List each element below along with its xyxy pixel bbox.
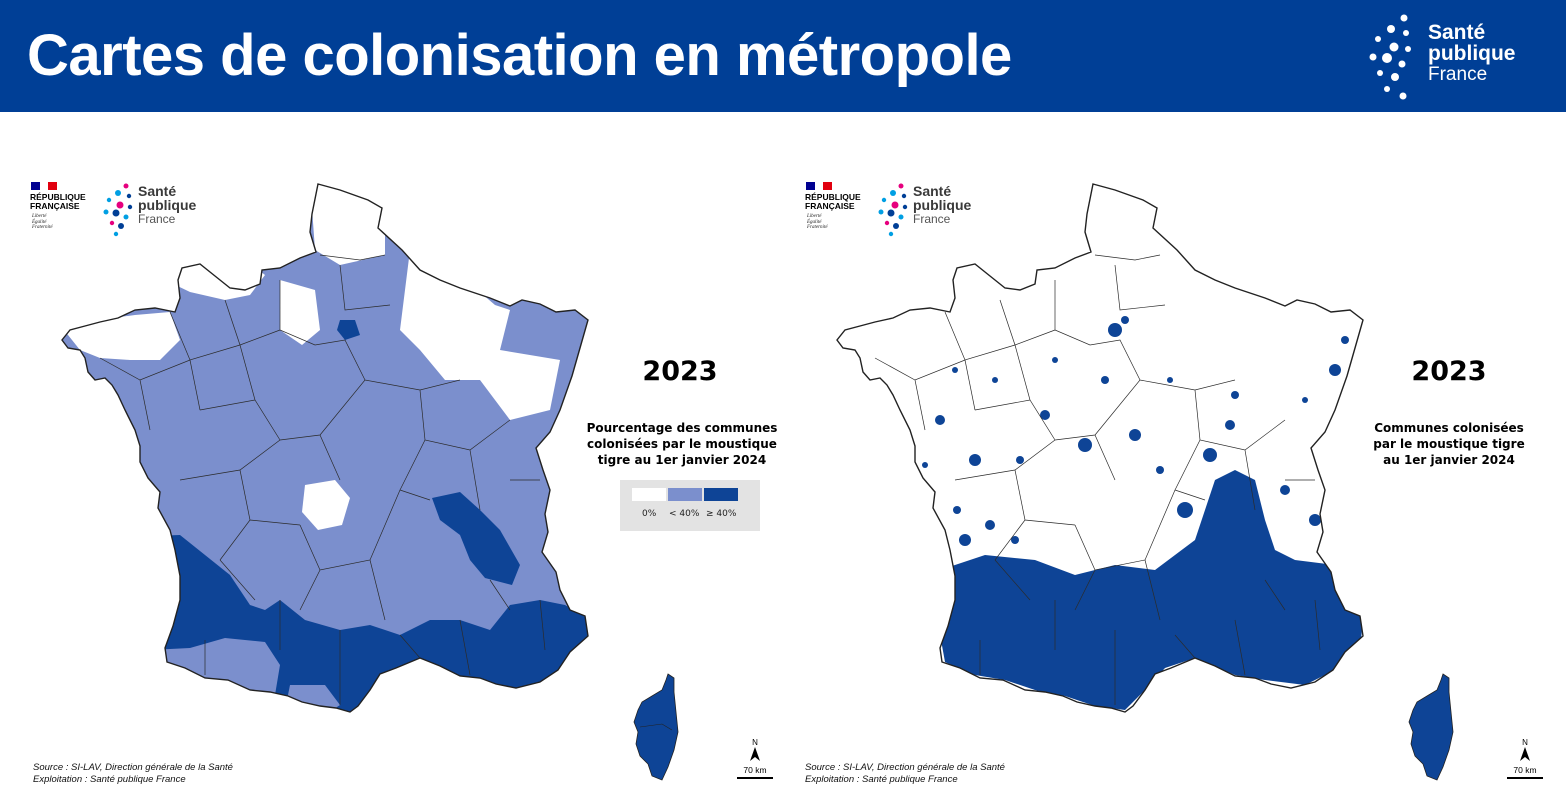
legend-swatch-zero [632,488,666,501]
map-source: Source : SI-LAV, Direction générale de l… [33,762,233,786]
corsica-island [633,673,679,781]
legend-title-line: par le moustique tigre [1373,437,1525,451]
legend-title-line: tigre au 1er janvier 2024 [597,453,767,467]
sante-publique-small-logo: Santé publique France [102,182,212,238]
map-legend: 0% < 40% ≥ 40% [620,480,760,531]
sante-publique-small-logo: Santé publique France [877,182,987,238]
brand-line-3: France [1428,64,1488,85]
north-label: N [752,738,758,747]
source-text: Source : SI-LAV, Direction générale de l… [33,762,233,773]
legend-swatch-low [668,488,702,501]
exploitation-text: Exploitation : Santé publique France [33,774,186,785]
page-header: Cartes de colonisation en métropole Sant… [0,0,1566,112]
france-communes-map [836,183,1364,713]
brand-line-1: Santé [138,183,177,199]
brand-line-3: France [138,212,176,226]
legend-label: ≥ 40% [706,509,737,519]
republique-line-2: FRANÇAISE [30,201,80,211]
legend-title-line: Pourcentage des communes [586,421,778,435]
panel-logos: RÉPUBLIQUE FRANÇAISE Liberté Égalité Fra… [805,180,1005,242]
republique-line-1: RÉPUBLIQUE [805,192,861,202]
sante-publique-france-logo: Santé publique France [1365,12,1545,104]
brand-line-3: France [913,212,951,226]
logo-dots-icon [878,183,908,237]
motto-1: Liberté [807,214,822,219]
scale-label: 70 km [743,765,767,775]
scale-bar [1507,777,1543,779]
legend-swatch-high [704,488,738,501]
corsica-island [1408,673,1454,781]
brand-line-2: publique [913,197,972,213]
map-panel-communes: RÉPUBLIQUE FRANÇAISE Liberté Égalité Fra… [775,170,1555,800]
north-arrow-icon: N [750,738,760,761]
motto-3: Fraternité [32,225,53,230]
exploitation-text: Exploitation : Santé publique France [805,774,958,785]
north-label: N [1522,738,1528,747]
scale-label: 70 km [1513,765,1537,775]
republique-line-2: FRANÇAISE [805,201,855,211]
republique-francaise-logo: RÉPUBLIQUE FRANÇAISE Liberté Égalité Fra… [805,180,875,240]
france-choropleth-map [61,183,589,713]
legend-title-line: au 1er janvier 2024 [1383,453,1515,467]
french-flag-icon [806,182,833,190]
logo-dots-icon [1369,14,1411,100]
brand-line-2: publique [1428,42,1516,65]
republique-francaise-logo: RÉPUBLIQUE FRANÇAISE Liberté Égalité Fra… [30,180,100,240]
brand-line-2: publique [138,197,197,213]
panel-logos: RÉPUBLIQUE FRANÇAISE Liberté Égalité Fra… [30,180,230,242]
legend-label: < 40% [669,509,700,519]
republique-line-1: RÉPUBLIQUE [30,192,86,202]
scale-north: N 70 km [735,737,775,781]
legend-label: 0% [642,509,657,519]
source-text: Source : SI-LAV, Direction générale de l… [805,762,1005,773]
map-year: 2023 [642,356,718,387]
legend-title: Communes colonisées par le moustique tig… [1359,420,1539,468]
scale-bar [737,777,773,779]
legend-title-line: Communes colonisées [1374,421,1524,435]
scale-north: N 70 km [1505,737,1545,781]
french-flag-icon [31,182,58,190]
map-year: 2023 [1411,356,1487,387]
motto-1: Liberté [32,214,47,219]
brand-line-1: Santé [913,183,952,199]
map-source: Source : SI-LAV, Direction générale de l… [805,762,1005,786]
motto-2: Égalité [807,219,822,225]
logo-dots-icon [103,183,133,237]
north-arrow-icon: N [1520,738,1530,761]
page-title: Cartes de colonisation en métropole [27,23,1012,88]
brand-line-1: Santé [1428,21,1486,44]
motto-2: Égalité [32,219,47,225]
motto-3: Fraternité [807,225,828,230]
map-panel-percentage: RÉPUBLIQUE FRANÇAISE Liberté Égalité Fra… [0,170,780,800]
legend-title: Pourcentage des communes colonisées par … [572,420,792,468]
legend-title-line: colonisées par le moustique [587,437,777,451]
